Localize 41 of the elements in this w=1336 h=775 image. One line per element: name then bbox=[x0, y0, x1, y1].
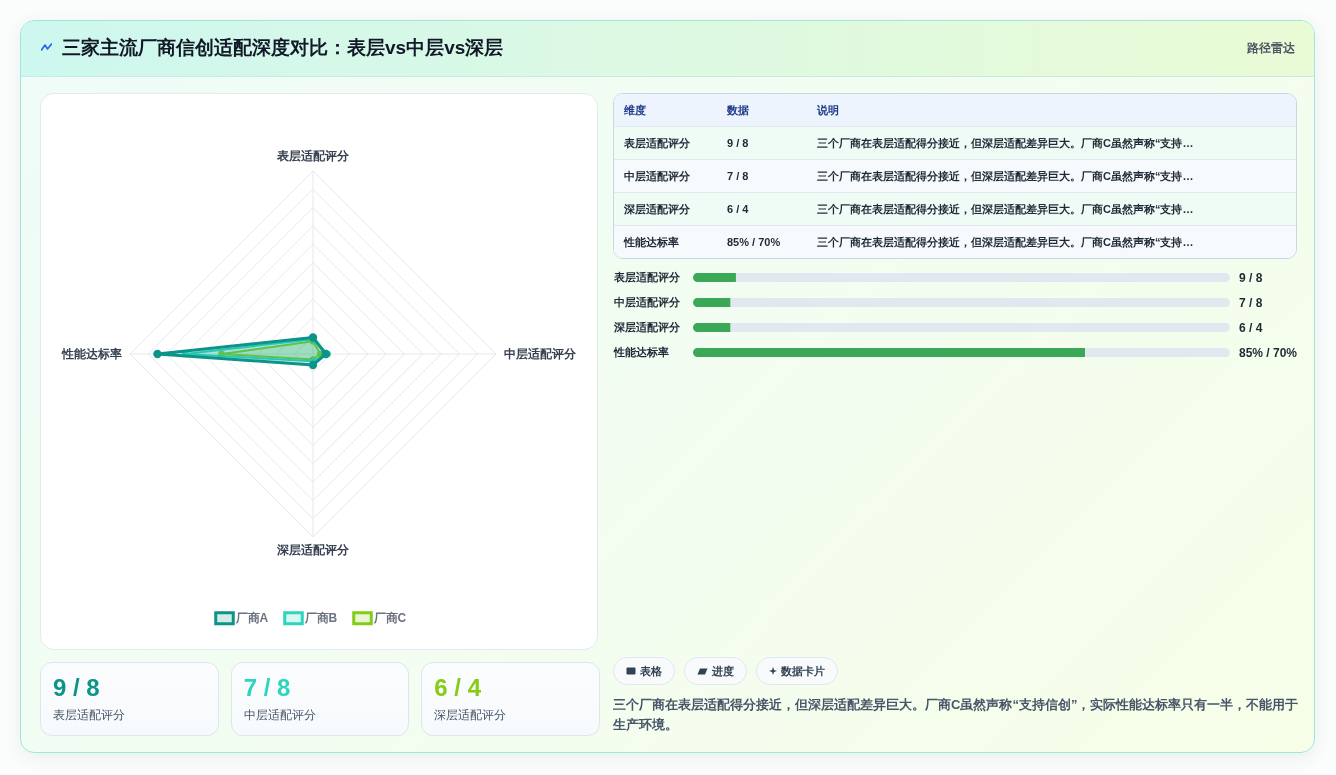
tab-button: 表格 bbox=[613, 657, 675, 685]
tab-button: 进度 bbox=[684, 657, 747, 685]
text: 6 / 4 bbox=[1239, 320, 1263, 335]
text: 9 / 8 bbox=[727, 137, 749, 149]
text: 数据 bbox=[717, 94, 807, 127]
legend-label: 厂商C bbox=[372, 611, 407, 626]
legend-label: 厂商B bbox=[303, 611, 338, 626]
text: 三个厂商在表层适配得分接近，但深层适配差异巨大。厂商C虽然声称“支持… bbox=[807, 225, 1296, 258]
text: 85% / 70% bbox=[727, 236, 781, 248]
text: 三个厂商在表层适配得分接近，但深层适配差异巨大。厂商C虽然声称“支持… bbox=[807, 159, 1296, 193]
text: 维度 bbox=[614, 94, 717, 127]
text: 7 / 8 bbox=[243, 674, 291, 701]
y-tick-label: 性能达标率 bbox=[612, 345, 669, 358]
spoke-label: 性能达标率 bbox=[61, 347, 122, 361]
category-label: 表层适配评分 bbox=[53, 707, 125, 723]
y-tick-label: 中层适配评分 bbox=[613, 295, 681, 308]
text: 7 / 8 bbox=[1239, 295, 1263, 310]
y-tick-label: 表层适配评分 bbox=[612, 270, 681, 283]
text: 三个厂商在表层适配得分接近，但深层适配差异巨大。厂商C虽然声称“支持信创”，实际性能达标率只有一半，不能用于生产环境。 bbox=[613, 696, 1300, 734]
text: 85% / 70% bbox=[1239, 345, 1298, 360]
text: 9 / 8 bbox=[53, 674, 100, 701]
text: 说明 bbox=[807, 94, 1296, 127]
spoke-label: 深层适配评分 bbox=[276, 543, 350, 557]
text: 三个厂商在表层适配得分接近，但深层适配差异巨大。厂商C虽然声称“支持… bbox=[807, 192, 1296, 226]
text: 9 / 8 bbox=[1239, 270, 1263, 285]
tab-button: 数据卡片 bbox=[756, 657, 838, 685]
spoke-label: 表层适配评分 bbox=[276, 149, 350, 163]
legend-label: 厂商A bbox=[234, 611, 269, 626]
text: 7 / 8 bbox=[727, 170, 749, 182]
text: 6 / 4 bbox=[434, 674, 482, 701]
category-label: 深层适配评分 bbox=[434, 707, 507, 723]
category-label: 表格 bbox=[640, 663, 662, 679]
category-label: 进度 bbox=[712, 663, 734, 679]
category-label: 中层适配评分 bbox=[243, 707, 316, 723]
category-label: 数据卡片 bbox=[781, 663, 825, 679]
y-tick-label: 深层适配评分 bbox=[612, 320, 681, 333]
text: 路径雷达 bbox=[1247, 40, 1295, 56]
text: 三个厂商在表层适配得分接近，但深层适配差异巨大。厂商C虽然声称“支持… bbox=[807, 126, 1296, 160]
spoke-label: 中层适配评分 bbox=[504, 347, 577, 361]
text: 6 / 4 bbox=[727, 203, 749, 215]
text: 三家主流厂商信创适配深度对比：表层vs中层vs深层 bbox=[62, 36, 504, 60]
